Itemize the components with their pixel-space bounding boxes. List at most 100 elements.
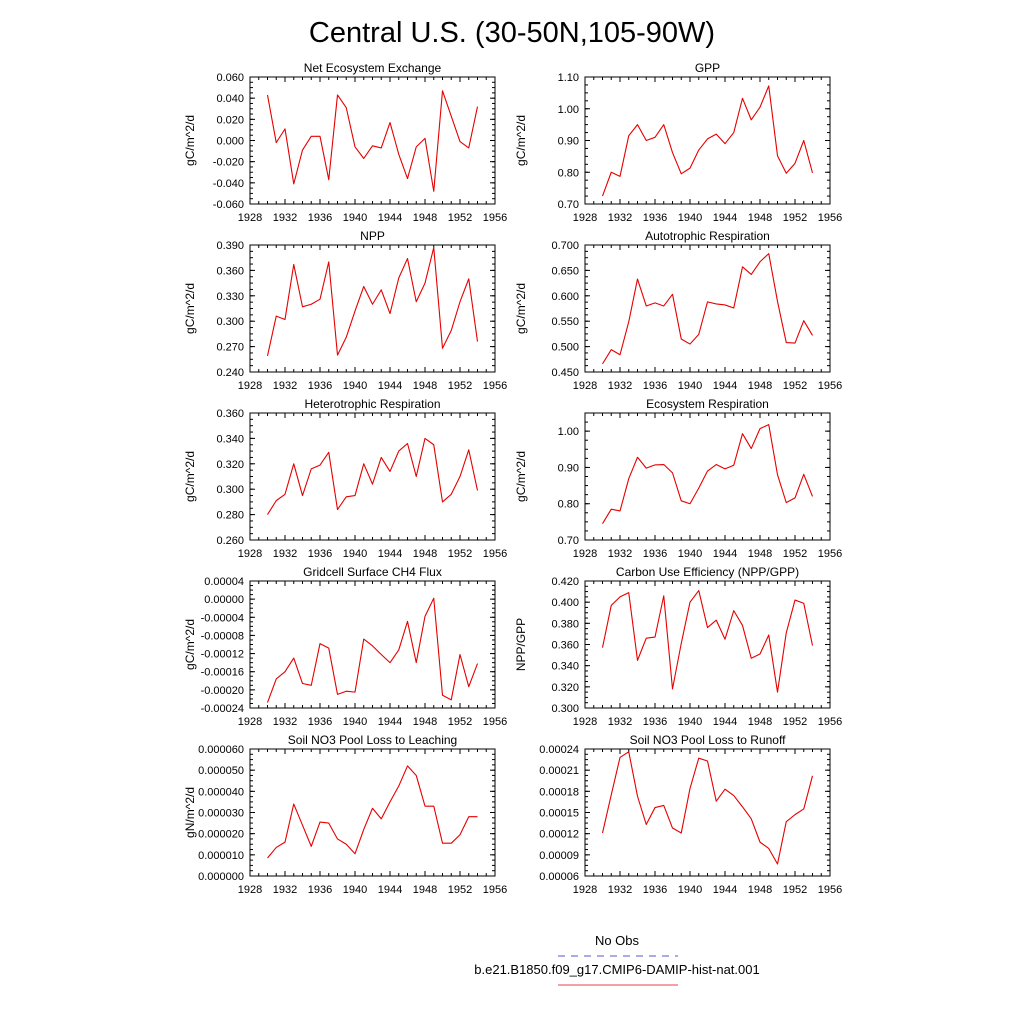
series-line <box>601 751 814 865</box>
y-tick-label: 1.00 <box>558 426 579 438</box>
x-tick-label: 1928 <box>238 380 262 392</box>
x-tick-label: 1928 <box>573 212 597 224</box>
x-tick-label: 1940 <box>678 884 702 896</box>
y-tick-label: 0.240 <box>216 367 244 379</box>
panel-title: Net Ecosystem Exchange <box>304 61 442 75</box>
x-tick-label: 1952 <box>783 884 807 896</box>
x-tick-label: 1932 <box>273 548 297 560</box>
y-tick-label: 0.300 <box>551 703 579 715</box>
y-tick-label: 0.280 <box>216 510 244 522</box>
x-tick-label: 1932 <box>608 716 632 728</box>
x-tick-label: 1932 <box>273 212 297 224</box>
plot-frame <box>249 580 496 709</box>
y-tick-label: -0.00008 <box>201 630 244 642</box>
page-title: Central U.S. (30-50N,105-90W) <box>309 17 715 49</box>
y-axis-label: gC/m^2/d <box>183 619 197 670</box>
x-tick-label: 1948 <box>413 212 437 224</box>
y-tick-label: 0.360 <box>216 265 244 277</box>
x-tick-label: 1928 <box>238 548 262 560</box>
y-tick-label: 0.00015 <box>539 808 579 820</box>
x-tick-label: 1936 <box>308 380 332 392</box>
y-tick-label: 0.330 <box>216 291 244 303</box>
x-tick-label: 1956 <box>483 716 507 728</box>
panel-2: GPP gC/m^2/d 1928 1932 1936 1940 1944 1948 1952 1… <box>514 61 842 224</box>
y-tick-label: 0.600 <box>551 291 579 303</box>
y-tick-label: 0.380 <box>551 618 579 630</box>
x-tick-label: 1944 <box>713 884 737 896</box>
panel-8: Carbon Use Efficiency (NPP/GPP) NPP/GPP 19… <box>514 565 842 728</box>
panel-10: Soil NO3 Pool Loss to Runoff 1928 1932 1936… <box>539 733 842 896</box>
x-tick-label: 1936 <box>308 884 332 896</box>
y-tick-label: 0.060 <box>216 72 244 84</box>
series-line <box>602 424 814 524</box>
panel-title: Gridcell Surface CH4 Flux <box>303 565 442 579</box>
panel-title: Autotrophic Respiration <box>645 229 770 243</box>
panel-7: Gridcell Surface CH4 Flux gC/m^2/d 1928 193… <box>183 565 507 728</box>
y-tick-label: 0.90 <box>558 136 579 148</box>
y-tick-label: 0.320 <box>216 459 244 471</box>
x-tick-label: 1940 <box>678 716 702 728</box>
x-tick-label: 1956 <box>818 548 842 560</box>
legend: No Obs b.e21.B1850.f09_g17.CMIP6-DAMIP-h… <box>474 933 760 986</box>
y-tick-label: 0.00024 <box>539 744 579 756</box>
series-line <box>601 85 814 197</box>
y-tick-label: 0.550 <box>551 316 579 328</box>
series-line <box>267 765 478 859</box>
panel-title: Soil NO3 Pool Loss to Leaching <box>288 733 457 747</box>
y-tick-label: 0.70 <box>558 535 579 547</box>
x-tick-label: 1936 <box>643 548 667 560</box>
x-tick-label: 1940 <box>343 884 367 896</box>
x-tick-label: 1932 <box>273 380 297 392</box>
panel-3: NPP gC/m^2/d 1928 1932 1936 1940 1944 1948 1952 1… <box>183 229 507 392</box>
y-tick-label: 0.340 <box>216 433 244 445</box>
y-axis-label: NPP/GPP <box>514 618 528 671</box>
x-tick-label: 1932 <box>608 380 632 392</box>
x-tick-label: 1928 <box>238 212 262 224</box>
series-line <box>266 597 479 703</box>
x-tick-label: 1932 <box>608 212 632 224</box>
legend-label-run: b.e21.B1850.f09_g17.CMIP6-DAMIP-hist-nat… <box>474 962 759 977</box>
y-tick-label: -0.00020 <box>201 685 244 697</box>
plot-frame <box>584 76 831 205</box>
x-tick-label: 1948 <box>413 380 437 392</box>
y-tick-label: 0.340 <box>551 661 579 673</box>
y-tick-label: -0.00012 <box>201 649 244 661</box>
x-tick-label: 1952 <box>448 716 472 728</box>
x-tick-label: 1928 <box>573 380 597 392</box>
x-tick-label: 1928 <box>573 548 597 560</box>
y-tick-label: -0.00024 <box>201 703 244 715</box>
x-tick-label: 1952 <box>448 884 472 896</box>
x-tick-label: 1956 <box>483 548 507 560</box>
x-tick-label: 1956 <box>818 716 842 728</box>
x-tick-label: 1948 <box>748 548 772 560</box>
y-axis-label: gN/m^2/d <box>183 787 197 838</box>
y-axis-label: gC/m^2/d <box>514 283 528 334</box>
x-tick-label: 1940 <box>343 716 367 728</box>
y-tick-label: 0.260 <box>216 535 244 547</box>
x-tick-label: 1948 <box>748 884 772 896</box>
x-tick-label: 1956 <box>483 212 507 224</box>
x-tick-label: 1944 <box>378 716 402 728</box>
y-tick-label: 0.00004 <box>204 576 244 588</box>
y-axis-label: gC/m^2/d <box>514 451 528 502</box>
panel-title: NPP <box>360 229 385 243</box>
panel-title: Carbon Use Efficiency (NPP/GPP) <box>616 565 799 579</box>
y-tick-label: 0.040 <box>216 93 244 105</box>
y-tick-label: 0.360 <box>551 640 579 652</box>
y-tick-label: 0.000050 <box>198 765 244 777</box>
y-tick-label: 0.650 <box>551 265 579 277</box>
y-tick-label: 0.000010 <box>198 850 244 862</box>
y-tick-label: 0.420 <box>551 576 579 588</box>
x-tick-label: 1936 <box>643 212 667 224</box>
x-tick-label: 1932 <box>608 548 632 560</box>
y-tick-label: 0.70 <box>558 199 579 211</box>
y-tick-label: 0.700 <box>551 240 579 252</box>
x-tick-label: 1956 <box>818 380 842 392</box>
y-tick-label: 0.450 <box>551 367 579 379</box>
x-tick-label: 1932 <box>273 884 297 896</box>
x-tick-label: 1944 <box>713 212 737 224</box>
y-tick-label: 0.500 <box>551 342 579 354</box>
y-axis-label: gC/m^2/d <box>183 115 197 166</box>
y-tick-label: 0.00021 <box>539 765 579 777</box>
y-tick-label: 0.000040 <box>198 786 244 798</box>
